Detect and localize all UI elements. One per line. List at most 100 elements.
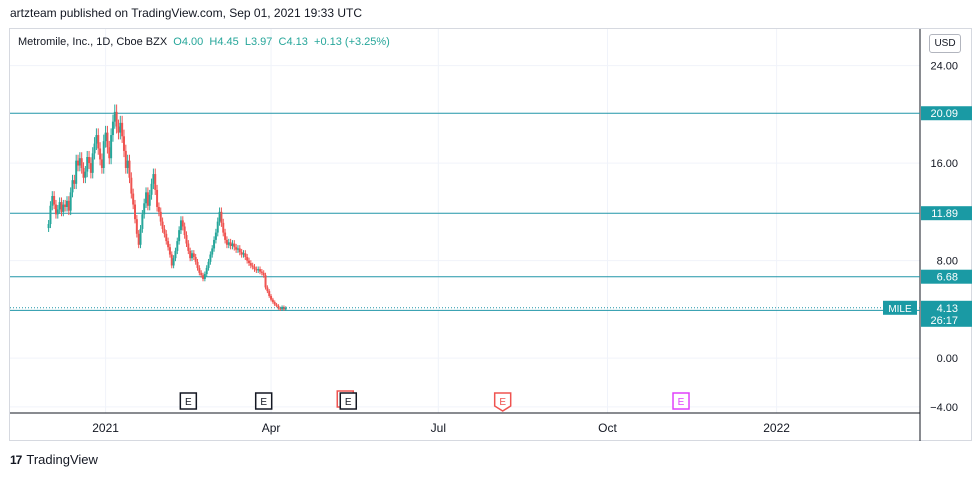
x-tick-label: Jul (431, 421, 446, 435)
candle-body (152, 174, 155, 184)
earnings-marker (493, 392, 512, 412)
symbol-tag-label: MILE (888, 304, 912, 315)
candle-body (205, 267, 208, 275)
candle-body (264, 275, 267, 288)
earnings-label: E (260, 397, 267, 408)
candle-body (218, 211, 221, 222)
candle-body (161, 221, 164, 229)
level-price-tag (921, 106, 972, 121)
y-tick-label: 0.00 (937, 353, 958, 365)
y-tick-label: 16.00 (930, 158, 958, 170)
publisher-caption: artzteam published on TradingView.com, S… (10, 6, 362, 20)
candle-body (80, 158, 83, 168)
earnings-marker (672, 392, 690, 410)
candle-body (259, 269, 262, 272)
currency-button[interactable]: USD (929, 34, 961, 53)
candle-body (137, 233, 140, 245)
candle-body (110, 135, 113, 159)
candle-body (224, 232, 227, 240)
candle-body (82, 167, 85, 178)
candle-body (181, 220, 184, 227)
candle-body (247, 260, 250, 264)
candle-body (213, 239, 216, 249)
candle-body (145, 192, 148, 204)
candle-body (227, 242, 230, 245)
candle-body (135, 219, 138, 234)
candle-body (209, 254, 212, 262)
candle-body (84, 171, 87, 178)
candle-body (185, 235, 188, 244)
level-price-label: 11.89 (931, 208, 958, 220)
candle-body (100, 159, 103, 168)
candle-body (279, 308, 282, 310)
candle-body (244, 253, 247, 257)
candle-body (54, 204, 57, 215)
candle-body (266, 287, 269, 292)
candle-body (231, 243, 234, 246)
candle-body (174, 250, 177, 259)
candle-body (65, 200, 68, 207)
candle-body (277, 305, 280, 309)
candle-body (77, 160, 80, 166)
candle-body (126, 160, 129, 168)
candle-body (104, 132, 107, 142)
candle-body (64, 204, 67, 207)
candle-body (111, 121, 114, 136)
candle-body (89, 163, 92, 173)
legend-change: +0.13 (+3.25%) (314, 36, 390, 48)
level-price-tag (921, 206, 972, 221)
candle-body (273, 302, 276, 305)
candle-body (60, 202, 63, 212)
candle-body (146, 192, 149, 206)
legend-symbol: Metromile, Inc., 1D, Cboe BZX (18, 36, 168, 48)
candle-body (225, 239, 228, 245)
candle-body (102, 141, 105, 168)
candle-body (97, 135, 100, 149)
candle-body (167, 241, 170, 248)
candle-body (69, 192, 72, 211)
last-price-label: 4.13 (937, 303, 958, 315)
earnings-label: E (499, 397, 506, 408)
candle-body (207, 261, 210, 268)
x-tick-label: Apr (262, 421, 281, 435)
candle-body (78, 158, 81, 166)
candle-body (49, 205, 52, 225)
earnings-marker (179, 392, 198, 410)
candle-body (238, 248, 241, 253)
x-tick-label: Oct (598, 421, 617, 435)
candle-body (183, 226, 186, 236)
legend-close: C4.13 (278, 36, 308, 48)
countdown-label: 26:17 (930, 315, 958, 327)
candle-body (198, 267, 201, 273)
candle-body (56, 209, 59, 215)
candle-body (214, 232, 217, 240)
candle-body (187, 243, 190, 251)
candle-body (106, 132, 109, 148)
earnings-label: E (185, 397, 192, 408)
candle-body (86, 157, 89, 172)
candle-body (88, 157, 91, 164)
candle-body (58, 202, 61, 210)
candle-body (75, 160, 78, 184)
y-tick-label: 8.00 (937, 256, 958, 268)
candle-body (262, 272, 265, 276)
candle-body (260, 271, 263, 273)
candle-body (242, 253, 245, 255)
candle-body (159, 211, 162, 222)
candle-body (134, 204, 137, 220)
footer-brand-label: TradingView (26, 452, 98, 467)
symbol-tag (883, 300, 917, 315)
candle-body (178, 230, 181, 242)
candle-body (121, 122, 124, 137)
level-price-label: 20.09 (930, 108, 958, 120)
candle-body (255, 269, 258, 271)
symbol-legend: Metromile, Inc., 1D, Cboe BZX O4.00 H4.4… (18, 36, 390, 48)
candle-body (53, 196, 56, 205)
footer-brand: 17 TradingView (10, 452, 98, 467)
candle-body (117, 126, 120, 133)
candle-body (168, 247, 171, 255)
chart-frame (9, 28, 972, 441)
candle-body (257, 269, 260, 271)
candle-body (192, 253, 195, 257)
